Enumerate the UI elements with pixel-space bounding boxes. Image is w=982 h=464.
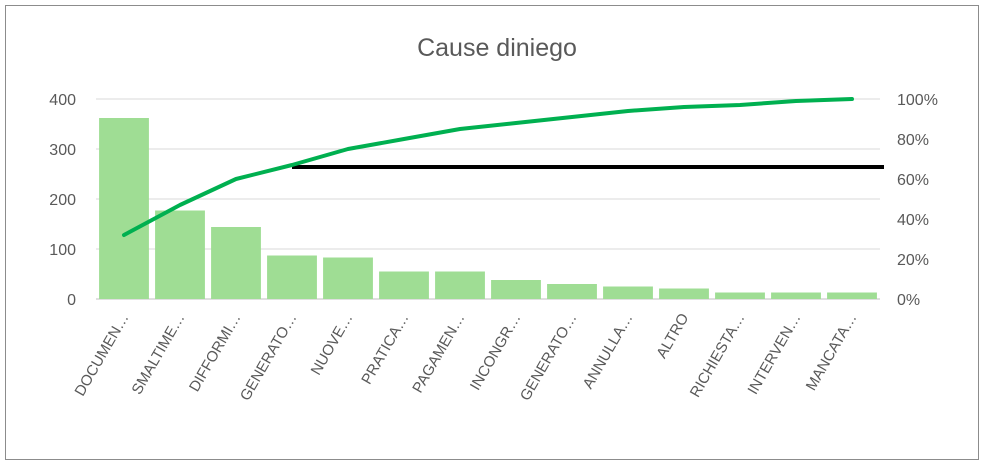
category-label: PAGAMEN… (409, 311, 468, 396)
category-label: ANNULLA… (580, 311, 637, 392)
right-axis-ticks: 0% 20% 40% 60% 80% 100% (897, 92, 938, 309)
bar-1 (155, 210, 205, 299)
bar-9 (603, 286, 653, 299)
right-tick-label: 20% (897, 252, 929, 269)
bar-0 (99, 118, 149, 299)
bar-5 (379, 271, 429, 299)
category-label: MANCATA… (803, 311, 861, 394)
category-label: RICHIESTA… (687, 311, 749, 401)
category-label: SMALTIME… (128, 311, 188, 398)
bar-13 (827, 292, 877, 299)
category-label: DOCUMEN… (71, 311, 132, 400)
chart-title: Cause diniego (417, 34, 577, 62)
right-tick-label: 60% (897, 172, 929, 189)
bar-6 (435, 271, 485, 299)
right-tick-label: 80% (897, 132, 929, 149)
category-label: INCONGR… (467, 311, 525, 394)
bar-11 (715, 292, 765, 299)
cumulative-line-series (122, 97, 854, 237)
category-label: NUOVE… (308, 311, 357, 379)
left-tick-label: 0 (67, 292, 76, 309)
right-tick-label: 100% (897, 92, 938, 109)
left-tick-label: 100 (49, 242, 76, 259)
bar-8 (547, 284, 597, 299)
left-tick-label: 400 (49, 92, 76, 109)
bar-4 (323, 257, 373, 299)
bar-12 (771, 292, 821, 299)
category-label: GENERATO… (517, 311, 581, 404)
left-axis-ticks: 0 100 200 300 400 (49, 92, 76, 309)
right-tick-label: 40% (897, 212, 929, 229)
bar-10 (659, 288, 709, 299)
cumulative-line (122, 97, 854, 237)
right-tick-label: 0% (897, 292, 920, 309)
category-axis-labels: DOCUMEN…SMALTIME…DIFFORMI…GENERATO… NUOVE… (71, 311, 860, 404)
category-label: ALTRO (653, 311, 692, 362)
category-label: GENERATO… (237, 311, 301, 404)
bar-3 (267, 255, 317, 299)
category-label: PRATICA… (358, 311, 412, 388)
bar-series (99, 118, 877, 299)
category-label: INTERVEN… (744, 311, 804, 398)
left-tick-label: 200 (49, 192, 76, 209)
left-tick-label: 300 (49, 142, 76, 159)
bar-2 (211, 227, 261, 299)
bar-7 (491, 280, 541, 299)
category-label: DIFFORMI… (186, 311, 244, 395)
